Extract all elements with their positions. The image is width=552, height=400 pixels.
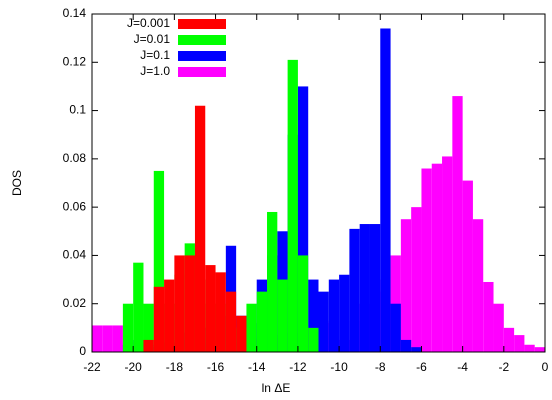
y-tick-label: 0.04	[63, 248, 87, 262]
histogram-bar	[236, 315, 247, 352]
histogram-bar	[308, 327, 319, 352]
x-tick-label: -8	[375, 360, 386, 374]
histogram-bar	[400, 219, 412, 352]
x-tick-label: -14	[248, 360, 266, 374]
histogram-bar	[92, 325, 103, 352]
histogram-bar	[359, 224, 370, 352]
histogram-bar	[390, 303, 401, 352]
histogram-bar	[102, 325, 113, 352]
histogram-bar	[287, 59, 298, 352]
histogram-bar	[452, 96, 463, 352]
histogram-bar	[431, 163, 443, 352]
histogram-bar	[483, 281, 494, 352]
histogram-bar	[133, 262, 144, 352]
histogram-bar	[267, 211, 278, 352]
plot-area	[92, 28, 545, 352]
legend-swatch	[178, 67, 226, 77]
histogram-bar	[503, 327, 515, 352]
histogram-bar	[493, 303, 504, 352]
histogram-bar	[534, 347, 545, 352]
histogram-bar	[472, 219, 484, 352]
y-tick-label: 0	[79, 344, 86, 358]
histogram-bar	[184, 255, 195, 352]
x-tick-label: -12	[289, 360, 307, 374]
x-tick-label: -20	[125, 360, 143, 374]
legend-label: J=0.1	[140, 48, 170, 62]
plot-frame	[91, 13, 546, 353]
legend-swatch	[178, 35, 226, 45]
histogram-bar	[277, 279, 288, 352]
x-tick-label: 0	[542, 360, 549, 374]
y-axis-label: DOS	[10, 170, 24, 196]
legend-label: J=1.0	[140, 64, 170, 78]
legend-label: J=0.001	[127, 16, 170, 30]
histogram-bar	[411, 207, 422, 352]
histogram-bar	[349, 228, 360, 352]
histogram-bar	[256, 291, 268, 352]
histogram-bar	[297, 86, 309, 352]
histogram-bar	[442, 156, 453, 352]
histogram-bar	[400, 339, 412, 352]
x-axis-label: ln ΔE	[262, 381, 291, 395]
histogram-bar	[328, 279, 340, 352]
histogram-bar	[421, 168, 432, 352]
histogram-bar	[153, 286, 165, 352]
histogram-bar	[143, 339, 154, 352]
y-tick-label: 0.1	[69, 103, 86, 117]
histogram-bar	[380, 28, 391, 352]
legend-swatch	[178, 19, 226, 29]
y-tick-label: 0.06	[63, 199, 87, 213]
histogram-bar	[194, 105, 206, 352]
y-tick-label: 0.02	[63, 296, 87, 310]
legend-label: J=0.01	[134, 32, 171, 46]
histogram-bar	[308, 279, 319, 352]
histogram-bar	[143, 303, 154, 352]
histogram-bar	[297, 255, 309, 352]
histogram-bar	[174, 255, 185, 352]
x-tick-label: -6	[416, 360, 427, 374]
y-tick-label: 0.14	[63, 6, 87, 20]
histogram-bar	[514, 335, 525, 352]
x-tick-label: -2	[498, 360, 509, 374]
histogram-bar	[246, 303, 257, 352]
x-tick-label: -4	[457, 360, 468, 374]
x-tick-label: -16	[207, 360, 225, 374]
histogram-bar	[524, 344, 535, 352]
histogram-bar	[339, 274, 350, 352]
histogram-bar	[411, 347, 422, 352]
y-tick-label: 0.08	[63, 151, 87, 165]
x-tick-label: -18	[166, 360, 184, 374]
histogram-bar	[153, 170, 165, 352]
y-tick-label: 0.12	[63, 54, 87, 68]
histogram-bar	[369, 224, 381, 352]
histogram-bar	[215, 272, 226, 352]
histogram-bar	[112, 325, 123, 352]
x-tick-label: -22	[83, 360, 101, 374]
histogram-bar	[462, 180, 473, 352]
x-tick-label: -10	[330, 360, 348, 374]
histogram-bar	[205, 265, 216, 352]
histogram-bar	[318, 291, 329, 352]
histogram-bar	[164, 279, 175, 352]
legend-swatch	[178, 51, 226, 61]
histogram-bar	[122, 303, 134, 352]
histogram-bar	[225, 291, 237, 352]
